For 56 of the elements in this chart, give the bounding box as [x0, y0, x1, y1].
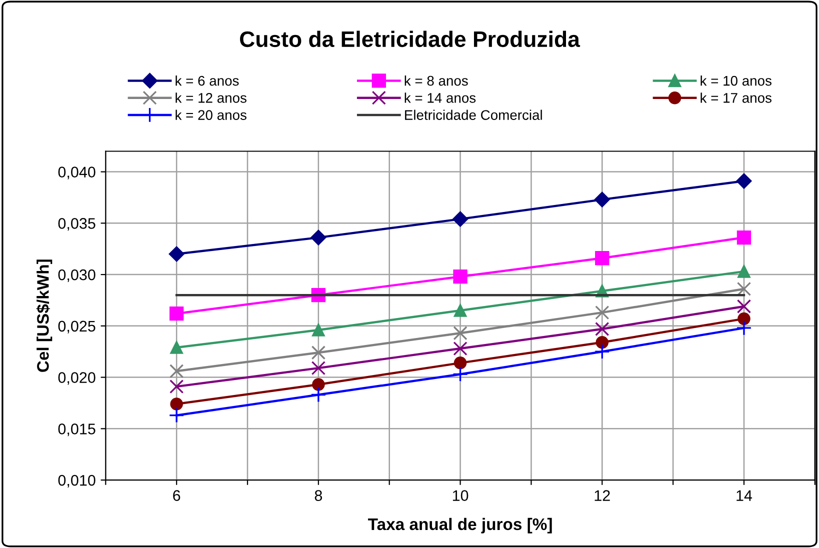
- point: [595, 305, 610, 320]
- point: [168, 246, 184, 262]
- y-tick-label: 0,015: [58, 424, 96, 436]
- point: [168, 408, 184, 424]
- x-tick-label: 14: [736, 490, 752, 501]
- point: [169, 364, 184, 378]
- point: [595, 251, 610, 266]
- x-axis-title: Taxa anual de juros [%]: [368, 518, 552, 534]
- point: [736, 299, 752, 314]
- point: [311, 346, 326, 360]
- point: [452, 366, 468, 382]
- y-tick-label: 0,020: [58, 372, 96, 385]
- point: [594, 192, 610, 208]
- point: [453, 326, 468, 340]
- legend-label: k = 17 anos: [700, 92, 772, 103]
- point: [312, 378, 325, 391]
- point: [312, 324, 325, 336]
- point: [736, 282, 752, 296]
- legend-label: k = 14 anos: [404, 92, 476, 103]
- y-tick-label: 0,040: [58, 166, 96, 180]
- x-tick-label: 8: [314, 490, 322, 501]
- point: [738, 265, 750, 278]
- point: [738, 312, 750, 326]
- point: [310, 230, 326, 246]
- legend-label: k = 10 anos: [700, 76, 772, 86]
- point: [736, 173, 752, 189]
- legend-label: k = 8 anos: [404, 76, 468, 86]
- point: [452, 211, 468, 227]
- point: [596, 336, 609, 349]
- x-tick-label: 12: [594, 490, 610, 501]
- point: [594, 344, 610, 360]
- point: [170, 341, 183, 354]
- y-tick-label: 0,010: [58, 474, 96, 488]
- legend-label: k = 6 anos: [176, 76, 239, 86]
- point: [454, 304, 467, 317]
- legend-label: Eletricidade Comercial: [405, 110, 542, 120]
- y-tick-label: 0,035: [58, 218, 96, 231]
- point: [453, 341, 468, 356]
- point: [595, 322, 610, 336]
- point: [736, 320, 752, 336]
- x-tick-label: 6: [173, 490, 180, 501]
- legend-label: k = 12 anos: [176, 92, 246, 103]
- point: [736, 230, 752, 245]
- y-tick-label: 0,025: [58, 320, 96, 334]
- point: [310, 386, 326, 403]
- chart-title: Custo da Eletricidade Produzida: [240, 30, 580, 48]
- y-axis-title: Cel [US$/kWh]: [36, 260, 52, 372]
- point: [169, 379, 184, 394]
- point: [169, 306, 184, 321]
- legend-label: k = 20 anos: [176, 110, 246, 120]
- point: [453, 270, 468, 284]
- point: [170, 398, 183, 410]
- point: [311, 360, 326, 376]
- x-tick-label: 10: [452, 490, 468, 501]
- point: [454, 356, 467, 370]
- y-tick-label: 0,030: [58, 269, 96, 282]
